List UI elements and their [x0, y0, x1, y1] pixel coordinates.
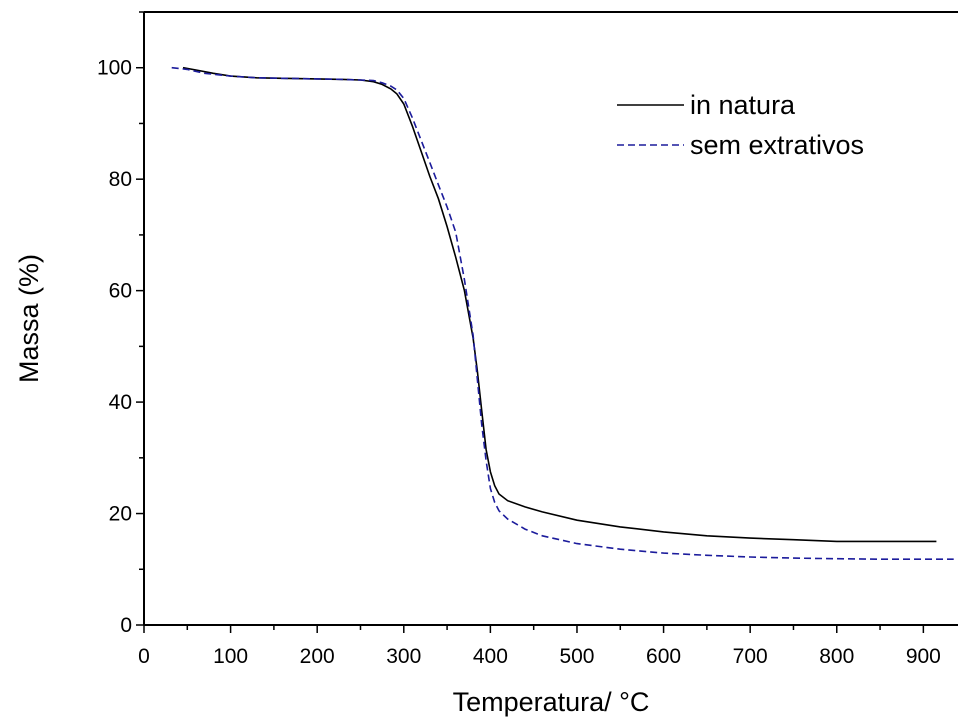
tick-labels-layer: 0 100 200 300 400 500 600 700 800 900 0 20 40 60 80 100: [97, 57, 941, 668]
x-tick-label: 200: [300, 645, 335, 668]
curves-layer: [171, 66, 954, 560]
y-tick-label: 60: [109, 280, 132, 303]
x-axis-title: Temperatura/ °C: [453, 687, 650, 717]
legend-label-sem-extrativos: sem extrativos: [690, 130, 864, 160]
y-tick-label: 100: [97, 57, 132, 80]
x-tick-label: 700: [733, 645, 768, 668]
legend: in natura sem extrativos: [617, 90, 864, 160]
x-tick-label: 500: [559, 645, 594, 668]
y-tick-label: 0: [120, 614, 132, 637]
axes-layer: [136, 11, 958, 633]
y-tick-label: 20: [109, 503, 132, 526]
series-line-1: [171, 66, 954, 560]
x-tick-label: 600: [646, 645, 681, 668]
y-axis-title: Massa (%): [14, 254, 44, 383]
y-tick-label: 80: [109, 168, 132, 191]
x-tick-label: 100: [213, 645, 248, 668]
legend-label-in-natura: in natura: [690, 90, 796, 120]
x-tick-label: 900: [906, 645, 941, 668]
x-tick-label: 800: [819, 645, 854, 668]
x-tick-label: 0: [138, 645, 150, 668]
y-tick-label: 40: [109, 391, 132, 414]
x-tick-label: 300: [386, 645, 421, 668]
x-tick-label: 400: [473, 645, 508, 668]
